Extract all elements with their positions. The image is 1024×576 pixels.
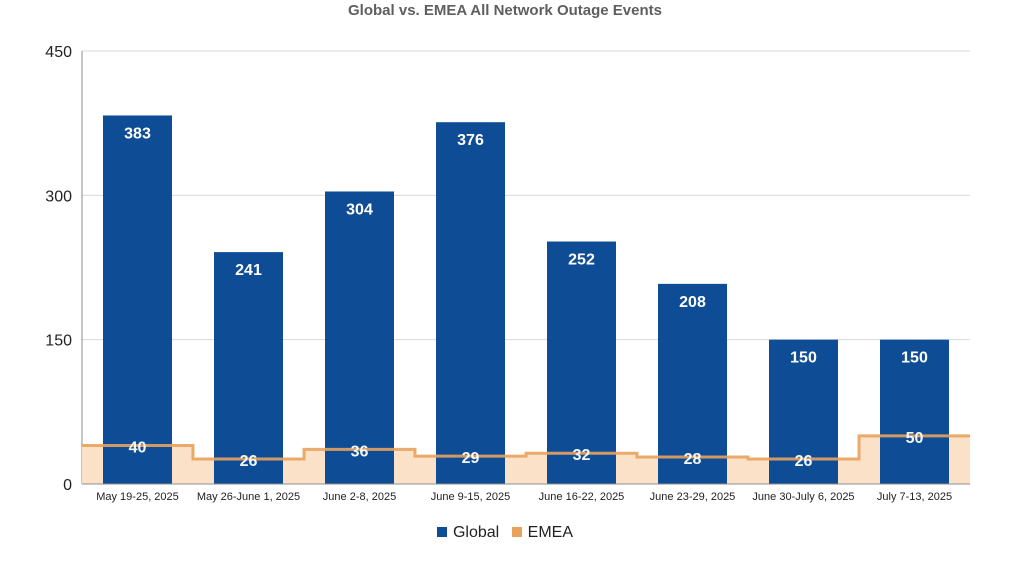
bar-global xyxy=(436,122,505,485)
emea-value-label: 50 xyxy=(906,430,924,447)
bar-value-label: 208 xyxy=(679,294,706,311)
legend-label-emea: EMEA xyxy=(527,524,574,541)
emea-value-label: 40 xyxy=(129,440,147,457)
bar-value-label: 150 xyxy=(901,350,928,367)
bar-global xyxy=(658,283,727,484)
legend-item-emea[interactable]: EMEA xyxy=(511,524,574,542)
bar-global xyxy=(325,191,394,485)
legend-swatch-emea xyxy=(511,527,522,537)
x-tick-label: June 23-29, 2025 xyxy=(650,491,736,503)
bar-global xyxy=(880,339,949,484)
bar-value-label: 241 xyxy=(235,262,262,279)
bar-global xyxy=(103,115,172,485)
x-tick-label: July 7-13, 2025 xyxy=(877,491,952,503)
x-tick-label: June 2-8, 2025 xyxy=(323,491,396,503)
bar-value-label: 150 xyxy=(790,350,817,367)
x-tick-label: June 30-July 6, 2025 xyxy=(752,491,854,503)
bar-value-label: 252 xyxy=(568,252,595,269)
emea-value-label: 26 xyxy=(240,453,258,470)
chart-title: Global vs. EMEA All Network Outage Event… xyxy=(348,2,662,19)
emea-value-label: 29 xyxy=(462,450,480,467)
emea-area xyxy=(82,435,970,484)
emea-line xyxy=(82,434,970,461)
bar-value-label: 376 xyxy=(457,132,484,149)
x-tick-label: May 26-June 1, 2025 xyxy=(197,491,300,503)
x-tick-label: June 16-22, 2025 xyxy=(539,491,625,503)
bar-global xyxy=(214,252,283,484)
bar-value-label: 383 xyxy=(124,125,151,142)
y-tick-label: 450 xyxy=(45,44,72,61)
emea-value-label: 32 xyxy=(573,447,591,464)
emea-value-label: 26 xyxy=(795,453,813,470)
y-tick-label: 0 xyxy=(63,477,72,494)
x-tick-label: May 19-25, 2025 xyxy=(96,491,179,503)
emea-value-label: 36 xyxy=(351,443,369,460)
y-tick-label: 300 xyxy=(45,188,72,205)
bar-global xyxy=(547,241,616,484)
legend-label-global: Global xyxy=(452,524,500,541)
x-tick-label: June 9-15, 2025 xyxy=(431,491,511,503)
y-tick-label: 150 xyxy=(45,333,72,350)
bar-value-label: 304 xyxy=(346,201,373,218)
legend-item-global[interactable]: Global xyxy=(436,524,500,542)
legend-swatch-global xyxy=(436,527,447,537)
emea-value-label: 28 xyxy=(684,451,702,468)
legend: Global EMEA xyxy=(0,524,1010,542)
